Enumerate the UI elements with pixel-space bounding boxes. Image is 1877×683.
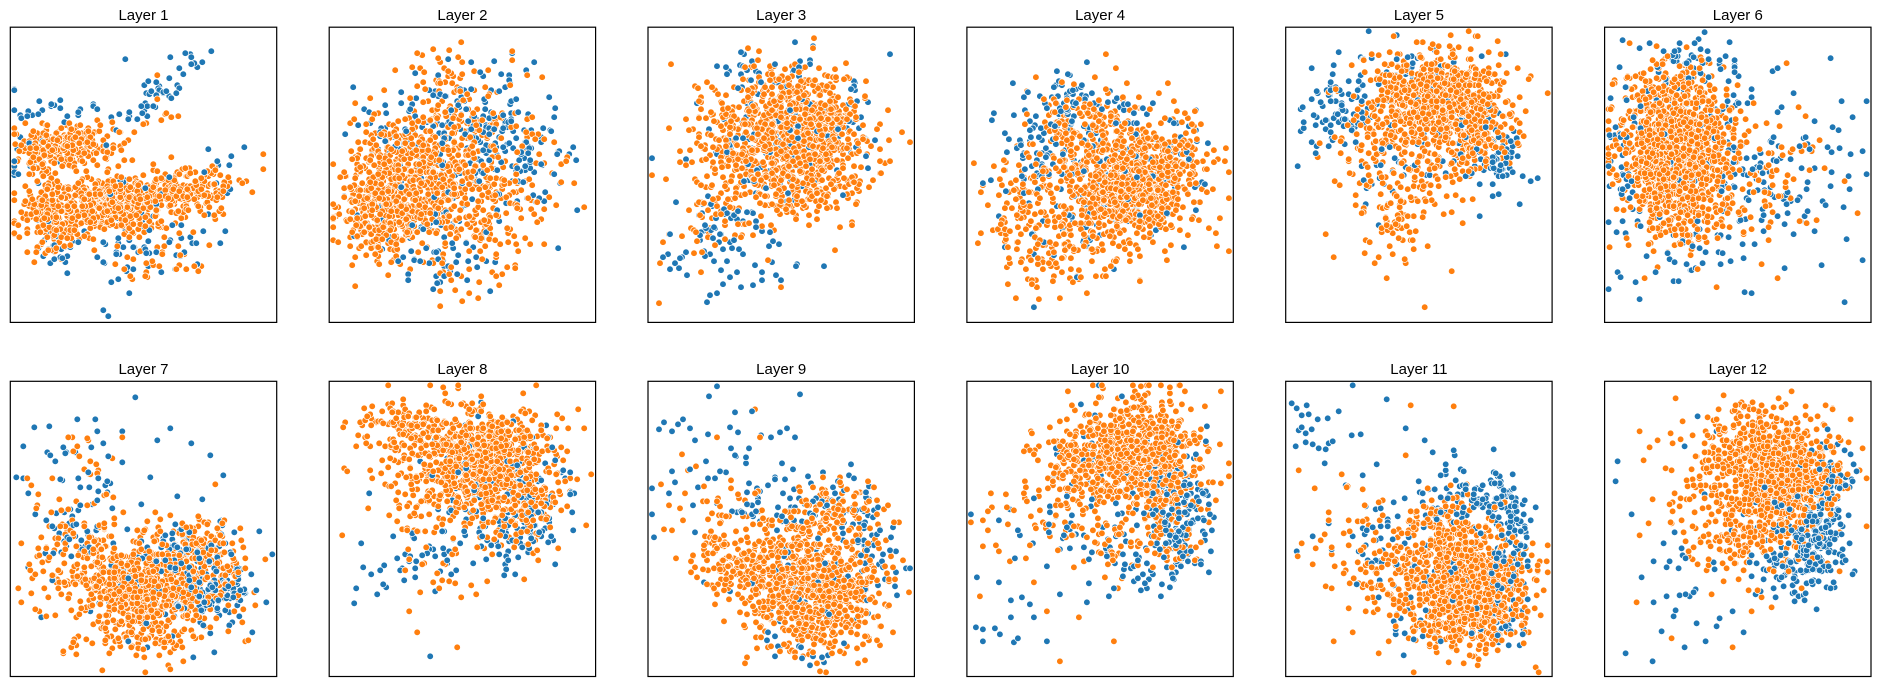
svg-text:Layer 2: Layer 2 bbox=[437, 7, 487, 24]
svg-text:Layer 4: Layer 4 bbox=[1075, 7, 1125, 24]
svg-text:Layer 1: Layer 1 bbox=[118, 7, 168, 24]
svg-text:Layer 3: Layer 3 bbox=[756, 7, 806, 24]
